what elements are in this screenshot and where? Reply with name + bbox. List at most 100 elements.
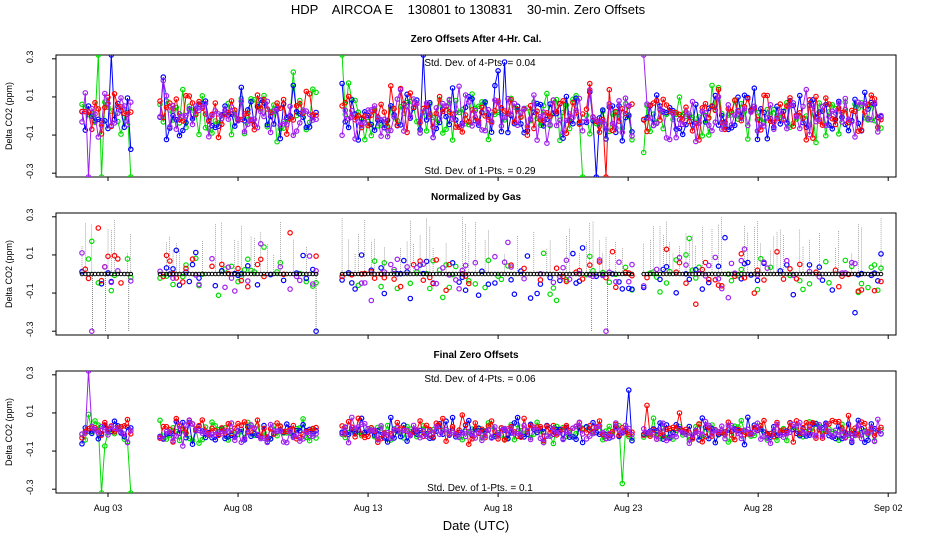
series-4-point xyxy=(371,427,378,434)
series-4-point xyxy=(751,429,758,435)
series-3-point xyxy=(537,423,544,430)
series-4-point xyxy=(683,431,689,438)
series-2-point xyxy=(280,277,287,284)
series-4-point xyxy=(537,113,544,120)
series-4-point xyxy=(280,439,287,445)
series-4-point xyxy=(475,429,482,436)
series-2-point xyxy=(715,263,722,270)
series-4-point xyxy=(874,129,881,135)
normalized-point xyxy=(629,271,635,277)
series-4-point xyxy=(163,428,170,435)
series-4-point xyxy=(436,431,443,438)
series-4-point xyxy=(521,105,527,112)
x-tick-label: Aug 23 xyxy=(614,503,643,513)
series-3-point xyxy=(709,103,715,109)
series-4-point xyxy=(842,95,849,102)
series-4-point xyxy=(871,438,878,445)
series-4-point xyxy=(728,122,735,128)
series-4-point xyxy=(89,328,95,335)
series-1-point xyxy=(550,440,557,447)
series-2-point xyxy=(300,421,306,428)
series-3-point xyxy=(361,434,368,441)
series-3-point xyxy=(183,265,189,272)
series-4-point xyxy=(813,433,819,439)
series-4-point xyxy=(245,278,251,284)
series-3-point xyxy=(219,261,225,268)
series-4-point xyxy=(511,100,518,107)
series-4-point xyxy=(495,99,501,106)
series-1-point xyxy=(361,136,368,143)
series-2-point xyxy=(163,265,170,271)
series-2-point xyxy=(449,85,456,91)
series-3-point xyxy=(761,417,767,424)
series-4-point xyxy=(819,103,826,110)
series-4-point xyxy=(573,107,579,114)
series-3-point xyxy=(387,83,394,89)
series-3-point xyxy=(540,117,547,124)
series-2-point xyxy=(339,80,345,87)
series-3-point xyxy=(563,130,570,137)
series-2-point xyxy=(653,92,660,98)
series-1-point xyxy=(215,292,222,299)
series-2-point xyxy=(384,439,391,445)
series-2-point xyxy=(777,121,784,127)
series-1-point xyxy=(842,257,849,264)
series-3-point xyxy=(102,419,108,426)
series-4-point xyxy=(309,281,316,287)
series-4-point xyxy=(544,433,550,440)
series-4-point xyxy=(313,267,319,274)
series-4-point xyxy=(770,427,777,434)
series-4-point xyxy=(725,294,732,301)
series-3-point xyxy=(780,276,787,282)
series-2-point xyxy=(238,84,245,91)
series-4-point xyxy=(829,433,836,439)
series-4-point xyxy=(206,133,212,140)
series-3-point xyxy=(261,273,267,280)
series-1-point xyxy=(657,289,663,295)
series-3-point xyxy=(313,253,319,259)
series-3-point xyxy=(715,282,722,289)
series-3-point xyxy=(861,420,868,427)
series-3-point xyxy=(452,124,459,130)
series-2-point xyxy=(459,274,466,281)
series-2-point xyxy=(492,280,498,286)
series-1-point xyxy=(800,286,806,293)
series-4-point xyxy=(306,432,313,439)
series-2-point xyxy=(813,421,819,427)
series-2-point xyxy=(514,414,521,421)
series-2-point xyxy=(449,414,456,421)
series-4-point xyxy=(345,115,352,122)
series-3-point xyxy=(790,439,797,445)
series-3-point xyxy=(465,280,472,287)
series-3-point xyxy=(238,277,245,284)
series-4-point xyxy=(410,422,417,429)
series-2-point xyxy=(874,277,881,284)
series-4-point xyxy=(625,425,632,432)
panel-3-y-axis: -0.3 -0.1 0.1 0.3 xyxy=(25,367,56,495)
series-2-point xyxy=(248,433,254,440)
series-4-point xyxy=(105,100,111,107)
series-4-point xyxy=(300,107,306,114)
series-4-point xyxy=(222,428,228,435)
series-2-point xyxy=(296,427,303,434)
series-4-point xyxy=(741,106,748,112)
series-2-point xyxy=(505,435,511,442)
series-2-point xyxy=(381,290,388,297)
series-4-point xyxy=(593,423,600,430)
x-tick-label: Aug 08 xyxy=(224,503,253,513)
series-1-point xyxy=(306,437,313,444)
series-4-point xyxy=(235,118,241,124)
series-4-point xyxy=(783,257,790,264)
series-4-point xyxy=(521,422,527,429)
series-4-point xyxy=(832,110,839,116)
series-4-point xyxy=(715,275,722,282)
series-2-point xyxy=(663,109,670,116)
series-4-point xyxy=(280,118,287,125)
x-tick-label: Aug 28 xyxy=(744,503,773,513)
series-4-point xyxy=(518,432,524,438)
series-4-point xyxy=(537,435,544,442)
series-1-point xyxy=(128,274,134,281)
series-4-point xyxy=(339,132,345,139)
series-4-point xyxy=(576,95,583,102)
